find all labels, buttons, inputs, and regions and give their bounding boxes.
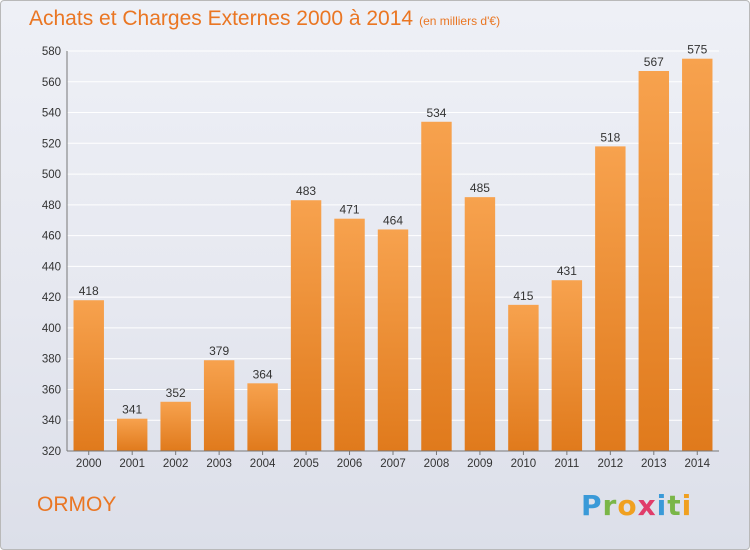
y-tick-label: 580: [42, 46, 61, 58]
value-label-2001: 341: [122, 403, 142, 417]
x-tick-label-2008: 2008: [424, 458, 450, 470]
y-tick-label: 440: [42, 261, 61, 273]
y-tick-label: 560: [42, 77, 61, 89]
label-layer: 418 341 352 379 364 483 471 464 534 485 415 431 518 5…: [79, 43, 708, 417]
bar-2008: [421, 121, 452, 452]
bar-2014: [682, 58, 713, 451]
bar-2005: [290, 200, 322, 451]
value-label-2010: 415: [513, 289, 533, 303]
logo-letter: P: [581, 489, 603, 522]
value-label-2003: 379: [209, 344, 229, 358]
x-tick-label-2003: 2003: [206, 458, 232, 470]
logo-letter: i: [656, 489, 668, 522]
y-tick-label: 360: [42, 384, 61, 396]
y-tick-label: 480: [42, 200, 61, 212]
y-tick-label: 500: [42, 169, 61, 181]
bar-2007: [377, 229, 409, 451]
value-label-2014: 575: [687, 43, 707, 57]
x-tick-label-2007: 2007: [380, 458, 406, 470]
logo-letter: x: [637, 489, 657, 522]
y-tick-label: 380: [42, 354, 61, 366]
x-tick-label-2009: 2009: [467, 458, 493, 470]
x-tick-label-2014: 2014: [684, 458, 710, 470]
value-label-2002: 352: [166, 386, 186, 400]
value-label-2000: 418: [79, 284, 99, 298]
value-label-2013: 567: [644, 55, 664, 69]
bar-2006: [334, 218, 365, 451]
x-tick-label-2005: 2005: [293, 458, 319, 470]
value-label-2006: 471: [340, 203, 360, 217]
bar-layer: [73, 58, 713, 452]
value-label-2011: 431: [557, 264, 577, 278]
bar-2000: [73, 300, 104, 451]
bar-2001: [116, 418, 148, 451]
bar-2004: [247, 383, 278, 451]
x-tick-label-2004: 2004: [250, 458, 276, 470]
bar-2003: [203, 360, 235, 451]
value-label-2004: 364: [253, 367, 273, 381]
y-tick-label: 320: [42, 446, 61, 458]
value-label-2009: 485: [470, 181, 490, 195]
y-tick-label: 540: [42, 108, 61, 120]
axis-layer: 320 340 360 380 400 420 440 460 480 500 520 540 560 5…: [42, 46, 719, 470]
chart-title-text: Achats et Charges Externes 2000 à 2014: [29, 7, 414, 30]
value-label-2005: 483: [296, 184, 316, 198]
bar-2013: [638, 71, 670, 451]
y-tick-label: 520: [42, 138, 61, 150]
x-tick-label-2001: 2001: [119, 458, 145, 470]
x-tick-label-2012: 2012: [598, 458, 624, 470]
logo-letter: r: [602, 489, 618, 522]
value-label-2008: 534: [426, 106, 446, 120]
chart-title: Achats et Charges Externes 2000 à 2014 (e…: [29, 7, 500, 31]
bar-2012: [595, 146, 626, 451]
x-tick-label-2013: 2013: [641, 458, 667, 470]
x-tick-label-2002: 2002: [163, 458, 189, 470]
logo-letter: t: [667, 489, 682, 522]
logo-letter: i: [681, 489, 693, 522]
y-tick-label: 400: [42, 323, 61, 335]
proxiti-logo[interactable]: Proxiti: [581, 489, 692, 522]
y-tick-label: 420: [42, 292, 61, 304]
value-label-2012: 518: [600, 130, 620, 144]
bar-2010: [508, 304, 539, 451]
x-tick-label-2000: 2000: [76, 458, 102, 470]
y-tick-label: 460: [42, 231, 61, 243]
bar-2011: [551, 280, 583, 451]
logo-letter: o: [617, 489, 638, 522]
bar-2009: [464, 197, 496, 451]
x-tick-label-2011: 2011: [554, 458, 579, 470]
x-tick-label-2010: 2010: [511, 458, 537, 470]
place-name: ORMOY: [37, 493, 117, 516]
chart-unit: (en milliers d'€): [419, 14, 501, 28]
value-label-2007: 464: [383, 213, 403, 227]
x-tick-label-2006: 2006: [337, 458, 363, 470]
bar-2002: [160, 401, 191, 451]
y-tick-label: 340: [42, 415, 61, 427]
